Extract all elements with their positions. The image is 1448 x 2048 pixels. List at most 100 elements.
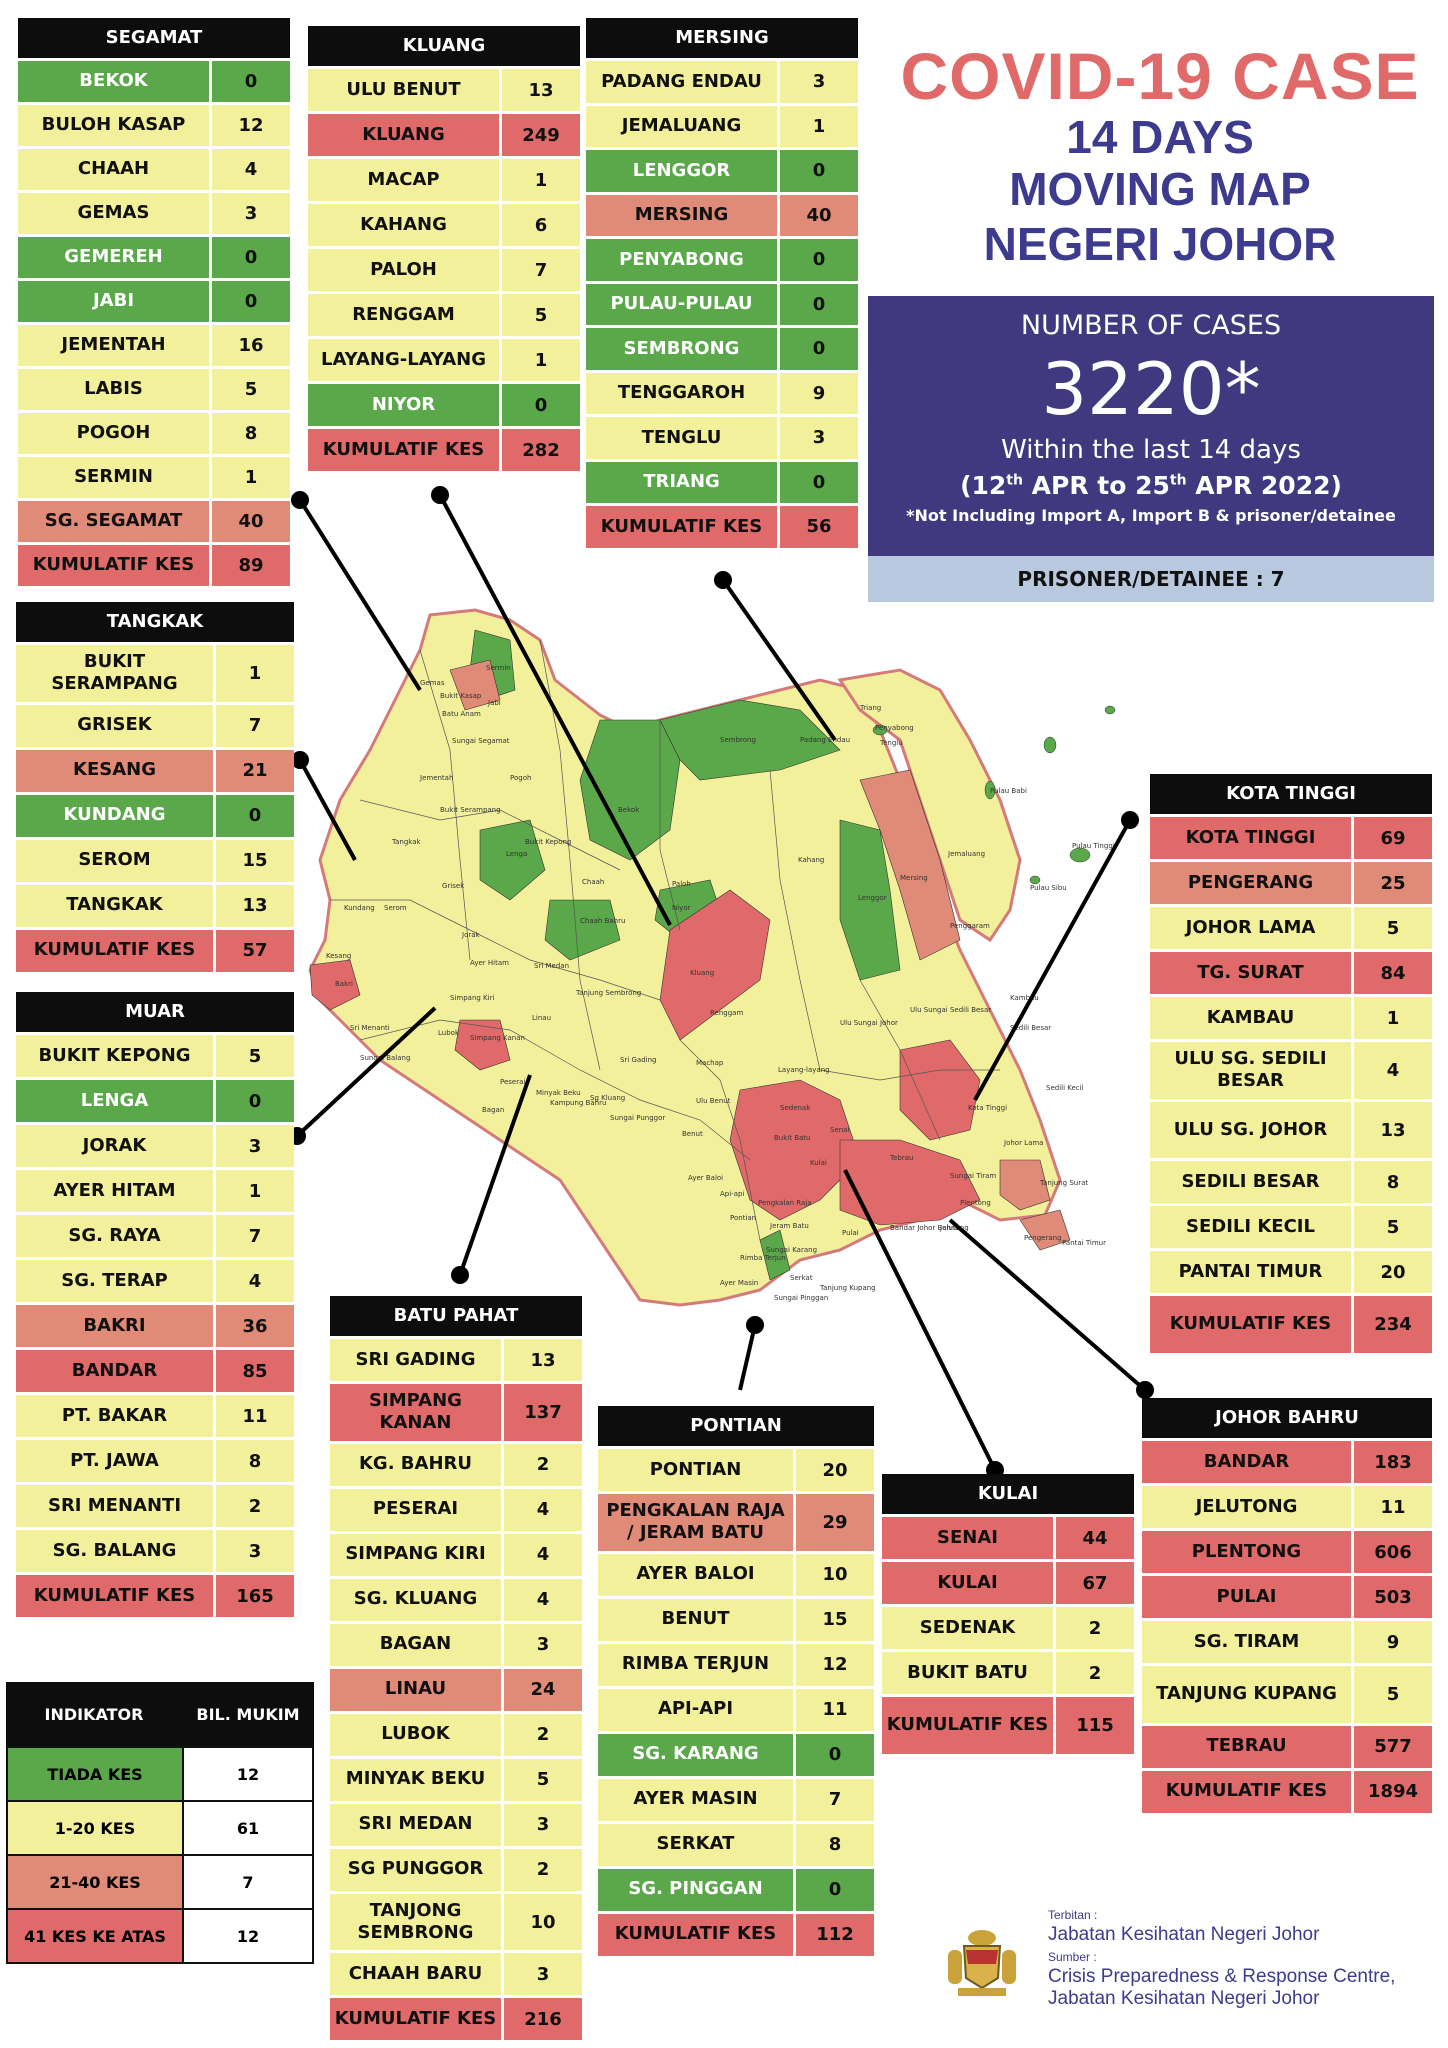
case-count: 4	[504, 1488, 582, 1531]
panel-kulai: KULAI SENAI 44 KULAI 67 SEDENAK 2 BUKIT BATU 2 KU…	[882, 1474, 1134, 1754]
map-label: Api-api	[720, 1190, 744, 1198]
panel-tangkak: TANGKAK BUKIT SERAMPANG 1 GRISEK 7 KESANG 21 KU…	[16, 602, 294, 972]
map-label: Machap	[696, 1059, 724, 1067]
mukim-name: SG. SEGAMAT	[18, 501, 209, 542]
map-label: Batu Anam	[442, 710, 481, 718]
mukim-name: KESANG	[16, 749, 213, 792]
map-label: Tanjung Sembrong	[575, 989, 641, 997]
map-label: Tenglu	[879, 739, 903, 747]
panel-batu-pahat: BATU PAHAT SRI GADING 13 SIMPANG KANAN 137 KG…	[330, 1296, 582, 2041]
mukim-name: RENGGAM	[308, 294, 499, 336]
map-label: Rimba Terjun	[740, 1254, 786, 1262]
table-row: KUMULATIF KES 1894	[1142, 1770, 1432, 1813]
district-title: TANGKAK	[16, 602, 294, 642]
case-count: 7	[502, 249, 580, 291]
mukim-name: MERSING	[586, 194, 777, 236]
map-label: Sungai Punggor	[610, 1114, 665, 1122]
mukim-name: TANJONG SEMBRONG	[330, 1893, 501, 1951]
table-row: BANDAR 183	[1142, 1441, 1432, 1483]
case-count: 20	[1354, 1251, 1432, 1294]
table-row: JEMALUANG 1	[586, 105, 858, 147]
mukim-name: JEMENTAH	[18, 325, 209, 366]
table-row: LUBOK 2	[330, 1713, 582, 1756]
table-row: GRISEK 7	[16, 704, 294, 747]
table-row: TG. SURAT 84	[1150, 952, 1432, 994]
table-row: TEBRAU 577	[1142, 1725, 1432, 1768]
table-row: MERSING 40	[586, 194, 858, 236]
case-count: 7	[796, 1778, 874, 1821]
case-count: 9	[1354, 1621, 1432, 1663]
map-region-mersing	[859, 769, 961, 961]
mukim-name: SERMIN	[18, 457, 209, 498]
coat-of-arms-icon	[948, 1930, 1016, 1996]
table-row: KUMULATIF KES 115	[882, 1697, 1134, 1754]
case-count: 3	[780, 417, 858, 459]
mukim-name: SIMPANG KIRI	[330, 1533, 501, 1576]
case-count: 0	[212, 61, 290, 102]
case-count: 7	[216, 1215, 294, 1257]
table-row: POGOH 8	[18, 413, 290, 454]
mukim-name: PENYABONG	[586, 239, 777, 281]
case-count: 9	[780, 372, 858, 414]
mukim-name: SG. PINGGAN	[598, 1868, 793, 1911]
case-count: 44	[1056, 1517, 1134, 1559]
mukim-name: BUKIT KEPONG	[16, 1035, 213, 1077]
case-count: 57	[216, 929, 294, 972]
district-title: JOHOR BAHRU	[1142, 1398, 1432, 1438]
mukim-name: JORAK	[16, 1125, 213, 1167]
map-region-tg-surat	[999, 1159, 1051, 1211]
panel-muar: MUAR BUKIT KEPONG 5 LENGA 0 JORAK 3 AYER HITAM 1…	[16, 992, 294, 1617]
mukim-name: KOTA TINGGI	[1150, 817, 1351, 859]
district-title: MERSING	[586, 18, 858, 58]
map-region-lenga	[479, 819, 546, 901]
case-count: 10	[796, 1553, 874, 1596]
table-row: PENGERANG 25	[1150, 862, 1432, 904]
mukim-name: LENGGOR	[586, 150, 777, 192]
case-count: 2	[1056, 1607, 1134, 1649]
mukim-name: SIMPANG KANAN	[330, 1384, 501, 1441]
case-count: 13	[1354, 1101, 1432, 1159]
mukim-name: BUKIT BATU	[882, 1652, 1053, 1694]
legend-indicator: 1-20 KES	[8, 1802, 182, 1854]
case-count: 6	[502, 204, 580, 246]
table-row: ULU SG. JOHOR 13	[1150, 1101, 1432, 1159]
mukim-name: SG. KARANG	[598, 1733, 793, 1776]
mukim-name: CHAAH BARU	[330, 1953, 501, 1996]
mukim-name: KUMULATIF KES	[16, 929, 213, 972]
map-label: Bukit Kasap	[440, 692, 482, 700]
table-row: TANJUNG KUPANG 5	[1142, 1666, 1432, 1723]
table-row: PESERAI 4	[330, 1488, 582, 1531]
table-row: KUNDANG 0	[16, 794, 294, 837]
table-row: AYER HITAM 1	[16, 1170, 294, 1212]
mukim-name: API-API	[598, 1688, 793, 1731]
table-row: KUMULATIF KES 282	[308, 429, 580, 471]
panel-kota-tinggi: KOTA TINGGI KOTA TINGGI 69 PENGERANG 25 JOHOR…	[1150, 774, 1432, 1354]
case-count: 2	[216, 1485, 294, 1527]
map-label: Bukit Batu	[774, 1134, 810, 1142]
case-within: Within the last 14 days	[1001, 435, 1301, 465]
sumber-line1: Crisis Preparedness & Response Centre,	[1048, 1966, 1396, 1987]
mukim-name: PULAI	[1142, 1576, 1351, 1618]
legend-h2: BIL. MUKIM	[196, 1704, 300, 1724]
table-row: LAYANG-LAYANG 1	[308, 339, 580, 381]
table-row: KAHANG 6	[308, 204, 580, 246]
sumber-line2: Jabatan Kesihatan Negeri Johor	[1048, 1988, 1320, 2009]
table-row: BEKOK 0	[18, 61, 290, 102]
mukim-name: SG. TERAP	[16, 1260, 213, 1302]
mukim-name: PT. BAKAR	[16, 1395, 213, 1437]
mukim-name: SG. RAYA	[16, 1215, 213, 1257]
district-title: MUAR	[16, 992, 294, 1032]
case-count: 0	[212, 281, 290, 322]
map-label: Sungai Segamat	[452, 737, 510, 745]
table-row: BAKRI 36	[16, 1305, 294, 1347]
table-row: MINYAK BEKU 5	[330, 1758, 582, 1801]
table-row: PANTAI TIMUR 20	[1150, 1251, 1432, 1294]
table-row: SG. BALANG 3	[16, 1530, 294, 1572]
map-label: Bandar Johor Bahru	[890, 1224, 958, 1232]
map-label: Bekok	[618, 806, 640, 814]
map-label: Layang-layang	[778, 1066, 830, 1074]
title-line4: NEGERI JOHOR	[983, 218, 1337, 270]
district-title: KOTA TINGGI	[1150, 774, 1432, 814]
case-count: 503	[1354, 1576, 1432, 1618]
map-label: Sedili Besar	[1010, 1024, 1051, 1032]
